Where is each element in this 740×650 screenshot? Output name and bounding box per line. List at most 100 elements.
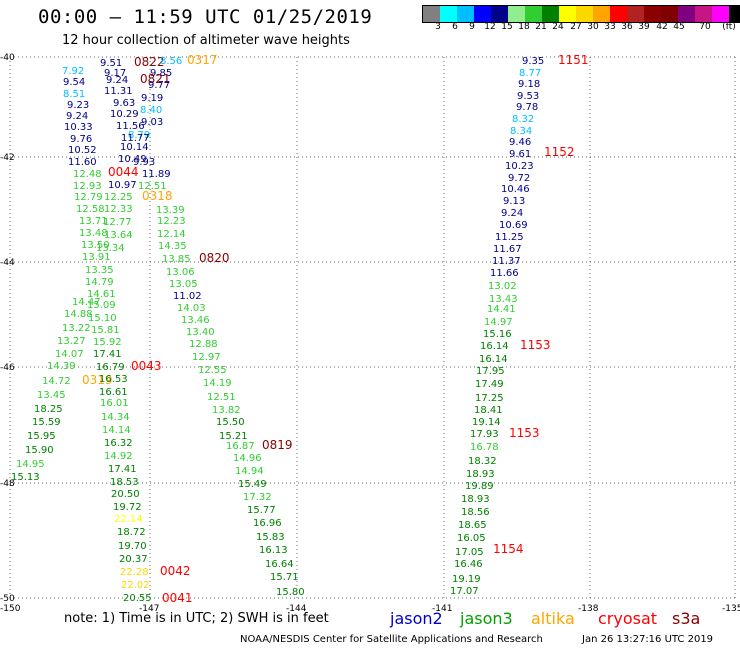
wave-height-value: 16.32 xyxy=(104,438,133,449)
wave-height-value: 16.14 xyxy=(480,341,509,352)
wave-height-value: 14.14 xyxy=(102,425,131,436)
wave-height-value: 9.18 xyxy=(518,79,540,90)
wave-height-value: 18.56 xyxy=(461,507,490,518)
longitude-label: -147 xyxy=(139,604,159,614)
wave-height-value: 13.35 xyxy=(85,265,114,276)
wave-height-value: 10.97 xyxy=(108,180,137,191)
wave-height-value: 15.77 xyxy=(247,505,276,516)
legend-label: 39 xyxy=(638,22,650,32)
wave-height-value: 18.65 xyxy=(458,520,487,531)
wave-height-value: 16.96 xyxy=(253,518,282,529)
wave-height-value: 17.41 xyxy=(93,349,122,360)
legend-swatch xyxy=(423,6,440,22)
wave-height-value: 8.56 xyxy=(160,56,182,67)
wave-height-value: 9.76 xyxy=(70,134,92,145)
wave-height-value: 15.50 xyxy=(216,417,245,428)
wave-height-value: 9.24 xyxy=(501,208,523,219)
wave-height-value: 17.49 xyxy=(475,379,504,390)
wave-height-value: 8.40 xyxy=(140,105,162,116)
wave-height-value: 15.83 xyxy=(256,532,285,543)
wave-height-value: 9.03 xyxy=(141,117,163,128)
legend-label: 36 xyxy=(621,22,633,32)
wave-height-value: 13.05 xyxy=(169,279,198,290)
wave-height-value: 9.85 xyxy=(150,68,172,79)
wave-height-value: 13.39 xyxy=(156,205,185,216)
wave-height-value: 13.34 xyxy=(96,243,125,254)
pass-time-label: 1153 xyxy=(509,426,540,440)
wave-height-value: 18.53 xyxy=(110,477,139,488)
wave-height-value: 11.60 xyxy=(68,157,97,168)
wave-height-value: 14.88 xyxy=(64,309,93,320)
wave-height-value: 13.43 xyxy=(489,294,518,305)
wave-height-value: 8.32 xyxy=(512,114,534,125)
wave-height-value: 10.29 xyxy=(110,109,139,120)
wave-height-value: 13.85 xyxy=(162,254,191,265)
latitude-label: -48 xyxy=(0,479,15,489)
legend-unit: (ft) xyxy=(722,22,736,32)
wave-height-value: 16.79 xyxy=(96,362,125,373)
legend-label: 21 xyxy=(535,22,547,32)
wave-height-value: 15.59 xyxy=(32,417,61,428)
wave-height-value: 13.27 xyxy=(57,336,86,347)
wave-height-value: 22.14 xyxy=(114,514,143,525)
wave-height-value: 17.07 xyxy=(450,586,479,597)
legend-swatch xyxy=(542,6,559,22)
wave-height-value: 11.02 xyxy=(173,291,202,302)
wave-height-value: 12.58 xyxy=(76,204,105,215)
wave-height-value: 15.10 xyxy=(88,313,117,324)
wave-height-value: 8.34 xyxy=(510,126,532,137)
wave-height-value: 10.46 xyxy=(501,184,530,195)
wave-height-value: 15.90 xyxy=(25,445,54,456)
wave-height-value: 15.49 xyxy=(238,479,267,490)
wave-height-value: 16.64 xyxy=(265,559,294,570)
wave-height-value: 8.79 xyxy=(128,130,150,141)
wave-height-value: 9.72 xyxy=(508,173,530,184)
legend-swatch xyxy=(627,6,644,22)
pass-time-label: 0821 xyxy=(140,72,171,86)
wave-height-value: 13.45 xyxy=(37,390,66,401)
legend-swatch xyxy=(661,6,678,22)
wave-height-value: 15.21 xyxy=(219,431,248,442)
wave-height-value: 22.02 xyxy=(121,580,150,591)
wave-height-value: 18.72 xyxy=(117,527,146,538)
wave-height-value: 9.46 xyxy=(509,137,531,148)
latitude-label: -46 xyxy=(0,363,15,373)
latitude-label: -40 xyxy=(0,53,15,63)
wave-height-value: 9.61 xyxy=(509,149,531,160)
wave-height-value: 9.13 xyxy=(503,196,525,207)
legend-label: 70 xyxy=(699,22,711,32)
wave-height-value: 11.89 xyxy=(142,169,171,180)
wave-height-value: 17.41 xyxy=(108,464,137,475)
wave-height-value: 13.46 xyxy=(181,315,210,326)
satellite-s3a: s3a xyxy=(672,609,701,628)
wave-height-value: 14.34 xyxy=(101,412,130,423)
wave-height-value: 12.48 xyxy=(73,169,102,180)
footer-agency: NOAA/NESDIS Center for Satellite Applica… xyxy=(240,634,543,645)
satellite-cryosat: cryosat xyxy=(598,609,658,628)
wave-height-value: 14.35 xyxy=(158,241,187,252)
legend-label: 27 xyxy=(570,22,582,32)
wave-height-value: 15.16 xyxy=(483,329,512,340)
longitude-label: -138 xyxy=(578,604,599,614)
legend-swatch xyxy=(593,6,610,22)
wave-height-value: 14.94 xyxy=(235,466,264,477)
longitude-label: -144 xyxy=(286,604,307,614)
legend-label: 3 xyxy=(435,22,441,32)
wave-height-value: 13.91 xyxy=(82,252,111,263)
wave-height-value: 11.66 xyxy=(490,268,519,279)
wave-height-value: 9.78 xyxy=(516,102,538,113)
satellite-jason2: jason2 xyxy=(390,609,443,628)
wave-height-value: 9.93 xyxy=(133,157,155,168)
wave-height-value: 14.47 xyxy=(72,297,101,308)
legend-swatch xyxy=(559,6,576,22)
wave-height-value: 17.95 xyxy=(476,366,505,377)
wave-height-value: 19.89 xyxy=(465,481,494,492)
wave-height-value: 18.25 xyxy=(34,404,63,415)
wave-height-value: 10.14 xyxy=(120,142,149,153)
wave-height-value: 10.23 xyxy=(505,161,534,172)
wave-height-value: 13.22 xyxy=(62,323,91,334)
wave-height-value: 20.37 xyxy=(119,554,148,565)
legend-swatch xyxy=(695,6,712,22)
wave-height-value: 12.51 xyxy=(207,392,236,403)
